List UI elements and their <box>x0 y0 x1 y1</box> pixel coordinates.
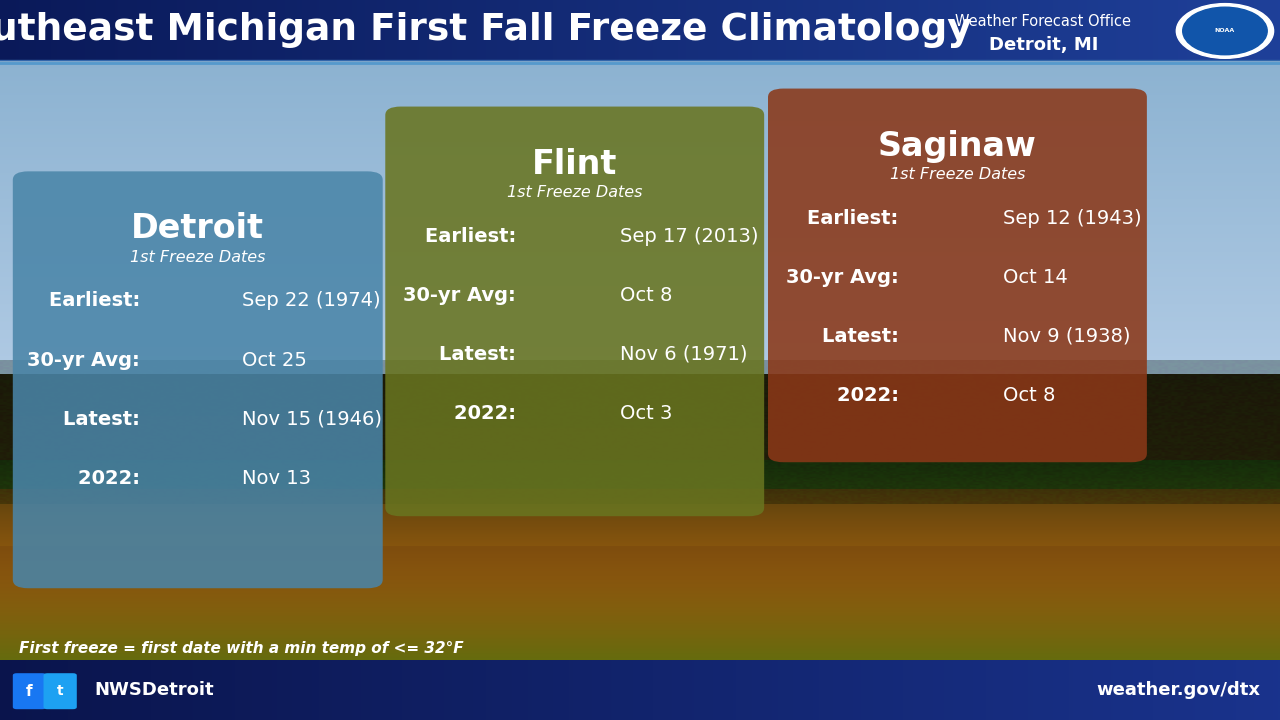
Text: Southeast Michigan First Fall Freeze Climatology: Southeast Michigan First Fall Freeze Cli… <box>0 12 972 48</box>
Text: Latest:: Latest: <box>822 327 913 346</box>
Text: Detroit: Detroit <box>132 212 264 246</box>
Circle shape <box>1183 7 1267 55</box>
Text: Oct 25: Oct 25 <box>242 351 307 369</box>
Text: Latest:: Latest: <box>439 345 530 364</box>
Text: 30-yr Avg:: 30-yr Avg: <box>27 351 154 369</box>
Text: 1st Freeze Dates: 1st Freeze Dates <box>131 251 265 265</box>
Text: First freeze = first date with a min temp of <= 32°F: First freeze = first date with a min tem… <box>19 641 463 655</box>
Text: Sep 22 (1974): Sep 22 (1974) <box>242 292 380 310</box>
Text: Earliest:: Earliest: <box>808 209 913 228</box>
Text: Nov 6 (1971): Nov 6 (1971) <box>620 345 748 364</box>
FancyBboxPatch shape <box>385 107 764 516</box>
Text: t: t <box>56 684 64 698</box>
Text: 30-yr Avg:: 30-yr Avg: <box>786 268 913 287</box>
Text: Earliest:: Earliest: <box>49 292 154 310</box>
Text: Nov 13: Nov 13 <box>242 469 311 487</box>
Text: NWSDetroit: NWSDetroit <box>95 681 214 700</box>
Text: Latest:: Latest: <box>63 410 154 428</box>
Text: NOAA: NOAA <box>1215 29 1235 33</box>
Text: f: f <box>26 684 33 698</box>
Text: 1st Freeze Dates: 1st Freeze Dates <box>507 186 643 200</box>
Text: Saginaw: Saginaw <box>878 130 1037 163</box>
Text: 2022:: 2022: <box>837 386 913 405</box>
Text: 2022:: 2022: <box>78 469 154 487</box>
Text: Sep 12 (1943): Sep 12 (1943) <box>1002 209 1142 228</box>
Text: Flint: Flint <box>532 148 617 181</box>
Text: weather.gov/dtx: weather.gov/dtx <box>1097 681 1261 700</box>
Text: 1st Freeze Dates: 1st Freeze Dates <box>890 168 1025 182</box>
Text: Sep 17 (2013): Sep 17 (2013) <box>620 227 759 246</box>
FancyBboxPatch shape <box>13 673 46 709</box>
Text: Oct 8: Oct 8 <box>1002 386 1055 405</box>
Text: Oct 14: Oct 14 <box>1002 268 1068 287</box>
Circle shape <box>1176 4 1274 58</box>
Text: Detroit, MI: Detroit, MI <box>988 35 1098 53</box>
Text: Weather Forecast Office: Weather Forecast Office <box>955 14 1132 29</box>
FancyBboxPatch shape <box>13 171 383 588</box>
Text: Earliest:: Earliest: <box>425 227 530 246</box>
Text: Nov 9 (1938): Nov 9 (1938) <box>1002 327 1130 346</box>
Text: Oct 8: Oct 8 <box>620 286 672 305</box>
FancyBboxPatch shape <box>44 673 77 709</box>
Text: 2022:: 2022: <box>454 404 530 423</box>
Text: Oct 3: Oct 3 <box>620 404 672 423</box>
FancyBboxPatch shape <box>768 89 1147 462</box>
Text: 30-yr Avg:: 30-yr Avg: <box>403 286 530 305</box>
Text: Nov 15 (1946): Nov 15 (1946) <box>242 410 381 428</box>
